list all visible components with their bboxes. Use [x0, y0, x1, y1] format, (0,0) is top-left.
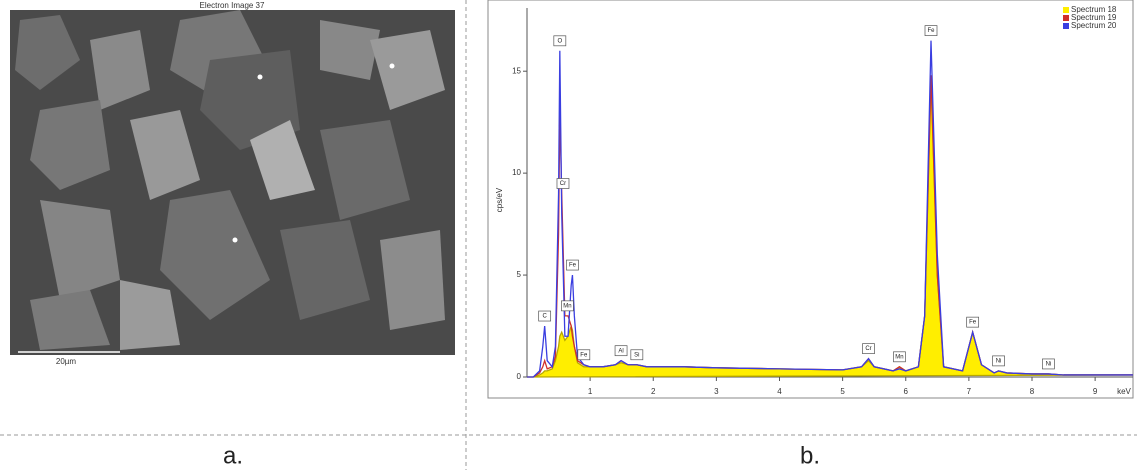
x-tick-label: 8: [1030, 387, 1035, 396]
x-tick-label: 1: [588, 387, 593, 396]
y-tick-label: 5: [517, 270, 522, 279]
spectrum: [527, 41, 1133, 377]
x-tick-label: 9: [1093, 387, 1098, 396]
panel-label: b.: [800, 442, 820, 469]
x-axis-label: keV: [1117, 387, 1131, 396]
legend-swatch: [1063, 15, 1069, 21]
plot-frame: [488, 0, 1133, 398]
spectrum: [527, 81, 1133, 377]
y-tick-label: 0: [517, 372, 522, 381]
peak-label: O: [557, 38, 562, 44]
y-tick-label: 15: [512, 66, 521, 75]
legend-swatch: [1063, 23, 1069, 29]
x-tick-label: 6: [904, 387, 909, 396]
x-tick-label: 4: [777, 387, 782, 396]
peak-label: Ni: [1046, 362, 1052, 368]
peak-label: Cr: [560, 181, 566, 187]
legend-label: Spectrum 20: [1071, 21, 1117, 30]
y-tick-label: 10: [512, 168, 521, 177]
peak-label: Fe: [969, 320, 977, 326]
peak-label: C: [543, 314, 548, 320]
x-tick-label: 3: [714, 387, 719, 396]
scale-bar-label: 20µm: [56, 357, 77, 366]
y-axis-label: cps/eV: [495, 187, 504, 212]
sem-image: [10, 10, 455, 355]
peak-label: Fe: [580, 352, 588, 358]
legend-swatch: [1063, 7, 1069, 13]
panel-label: a.: [223, 442, 243, 469]
peak-label: Mn: [563, 303, 571, 309]
peak-label: Fe: [927, 28, 935, 34]
peak-label: Fe: [569, 263, 577, 269]
peak-label: Cr: [865, 346, 871, 352]
peak-label: Al: [618, 348, 623, 354]
peak-label: Ni: [996, 358, 1002, 364]
x-tick-label: 5: [840, 387, 845, 396]
x-tick-label: 7: [967, 387, 972, 396]
peak-label: Mn: [895, 354, 903, 360]
peak-label: Si: [634, 352, 639, 358]
figure: Electron Image 37 20µm a. b. cps/eV keV …: [0, 0, 1137, 470]
image-title: Electron Image 37: [200, 1, 265, 10]
spectrum: [527, 75, 1133, 377]
x-tick-label: 2: [651, 387, 656, 396]
